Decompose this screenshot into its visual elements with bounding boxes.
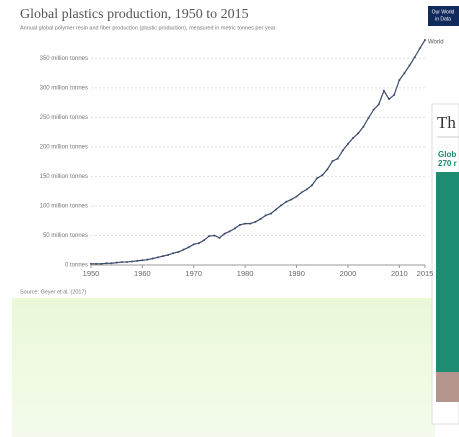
point <box>182 248 185 251</box>
point <box>187 246 190 249</box>
point <box>120 261 123 264</box>
point <box>290 198 293 201</box>
point <box>249 222 252 225</box>
point <box>331 160 334 163</box>
point <box>367 116 370 119</box>
point <box>208 235 211 238</box>
point <box>218 236 221 239</box>
y-tick-label: 100 million tonnes <box>40 204 88 210</box>
point <box>254 220 257 223</box>
point <box>105 262 108 265</box>
logo-text: in Data <box>435 16 451 22</box>
point <box>424 39 426 41</box>
y-tick-label: 0 tonnes <box>65 263 88 269</box>
x-tick-label: 2010 <box>391 269 408 278</box>
point <box>115 261 118 264</box>
point <box>413 56 416 59</box>
side-area <box>436 172 459 372</box>
point <box>316 177 319 180</box>
logo-box <box>428 6 459 26</box>
x-tick-label: 1960 <box>134 269 151 278</box>
point <box>239 223 242 226</box>
point <box>244 222 247 225</box>
point <box>341 149 344 152</box>
point <box>233 227 236 230</box>
point <box>136 259 139 262</box>
chart-subtitle: Annual global polymer resin and fiber pr… <box>20 25 277 31</box>
point <box>131 260 134 263</box>
chart-title: Global plastics production, 1950 to 2015 <box>20 7 249 22</box>
point <box>336 157 339 160</box>
point <box>269 212 272 215</box>
source: Source: Geyer et al. (2017) <box>20 289 87 295</box>
point <box>393 93 396 96</box>
point <box>192 243 195 246</box>
point <box>264 214 267 217</box>
point <box>161 255 164 258</box>
point <box>151 257 154 260</box>
point <box>321 174 324 177</box>
point <box>259 217 262 220</box>
point <box>100 262 103 265</box>
point <box>362 125 365 128</box>
y-tick-label: 250 million tonnes <box>40 115 88 121</box>
point <box>90 262 92 265</box>
point <box>203 239 206 242</box>
background-panel <box>12 298 435 437</box>
point <box>141 259 144 262</box>
series-label: World <box>428 40 444 46</box>
y-tick-label: 300 million tonnes <box>40 85 88 91</box>
point <box>418 47 421 50</box>
y-tick-label: 50 million tonnes <box>43 233 88 239</box>
point <box>172 252 175 255</box>
point <box>156 256 159 259</box>
y-tick-label: 200 million tonnes <box>40 144 88 150</box>
point <box>213 234 216 237</box>
point <box>295 195 298 198</box>
point <box>408 64 411 67</box>
point <box>326 168 329 171</box>
point <box>274 208 277 211</box>
point <box>403 72 406 75</box>
y-tick-label: 150 million tonnes <box>40 174 88 180</box>
point <box>146 258 149 261</box>
point <box>382 89 385 92</box>
point <box>300 191 303 194</box>
x-tick-label: 1980 <box>237 269 254 278</box>
x-tick-label: 2000 <box>340 269 357 278</box>
x-tick-label: 2015 <box>417 269 434 278</box>
point <box>285 200 288 203</box>
point <box>167 253 170 256</box>
y-tick-label: 350 million tonnes <box>40 56 88 62</box>
x-tick-label: 1990 <box>288 269 305 278</box>
point <box>228 230 231 233</box>
logo-text: Our World <box>432 9 455 15</box>
point <box>305 188 308 191</box>
point <box>280 204 283 207</box>
point <box>310 184 313 187</box>
point <box>388 98 391 101</box>
point <box>352 137 355 140</box>
point <box>357 132 360 135</box>
side-title: Th <box>437 113 456 132</box>
point <box>372 108 375 111</box>
x-tick-label: 1950 <box>83 269 100 278</box>
x-tick-label: 1970 <box>185 269 202 278</box>
side-subtitle: Glob <box>438 150 456 159</box>
point <box>223 232 226 235</box>
line <box>91 39 426 265</box>
point <box>125 261 128 264</box>
point <box>110 262 113 265</box>
point <box>197 242 200 245</box>
point <box>377 103 380 106</box>
point <box>177 251 180 254</box>
side-area <box>436 372 459 402</box>
point <box>346 142 349 145</box>
point <box>398 79 401 82</box>
point <box>95 262 98 265</box>
side-subtitle: 270 r <box>438 159 457 168</box>
